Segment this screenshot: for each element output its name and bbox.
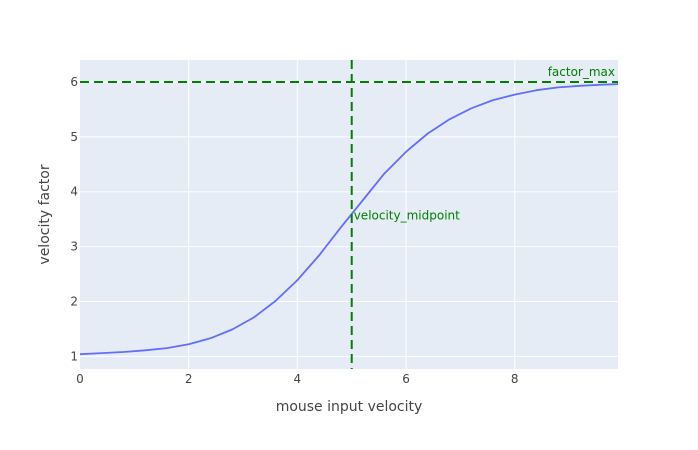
y-tick-label: 6 <box>70 75 78 89</box>
y-tick-label: 4 <box>70 185 78 199</box>
x-tick-label: 4 <box>294 372 302 386</box>
x-tick-label: 6 <box>402 372 410 386</box>
series-line <box>79 83 619 356</box>
y-tick-label: 1 <box>70 349 78 363</box>
series-layer <box>79 83 619 356</box>
plot-background <box>80 60 618 369</box>
y-tick-label: 2 <box>70 294 78 308</box>
y-tick-label: 5 <box>70 130 78 144</box>
x-axis-ticks: 0 2 4 6 8 <box>76 372 518 386</box>
y-axis-title: velocity factor <box>37 164 53 264</box>
x-tick-label: 8 <box>511 372 519 386</box>
velocity-midpoint-label: velocity_midpoint <box>354 209 460 223</box>
x-axis-title: mouse input velocity <box>276 399 423 415</box>
reference-lines: factor_max velocity_midpoint <box>80 60 618 369</box>
x-tick-label: 2 <box>185 372 193 386</box>
x-tick-label: 0 <box>76 372 84 386</box>
y-axis-ticks: 1 2 3 4 5 6 <box>70 75 78 363</box>
factor-max-label: factor_max <box>548 65 615 79</box>
y-tick-label: 3 <box>70 240 78 254</box>
